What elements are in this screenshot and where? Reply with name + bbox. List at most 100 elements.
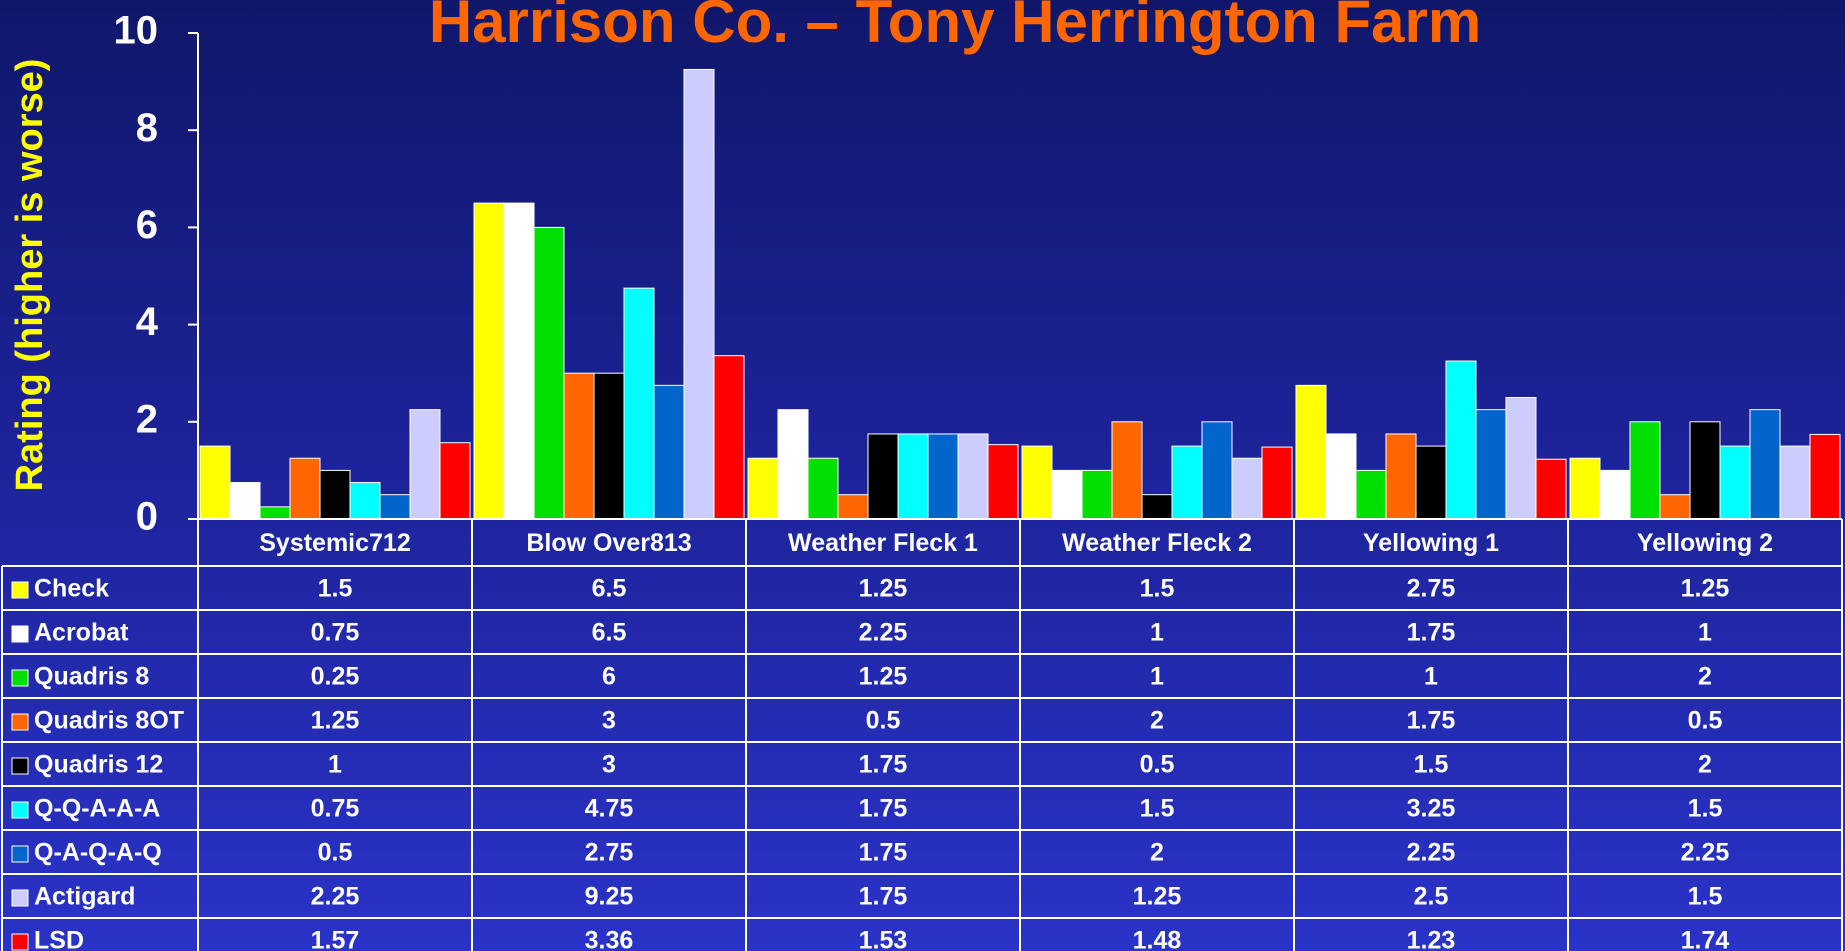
- bar: [987, 444, 1019, 520]
- table-cell: 3.36: [585, 927, 634, 951]
- bar: [777, 409, 809, 520]
- y-tick-label: 2: [136, 397, 158, 441]
- chart-title: Harrison Co. – Tony Herrington Farm: [429, 0, 1481, 55]
- bar: [199, 445, 231, 520]
- bar: [1201, 421, 1233, 520]
- table-cell: 1: [328, 751, 342, 779]
- bar: [1295, 384, 1327, 520]
- bar: [1415, 445, 1447, 520]
- table-cell: 0.5: [866, 707, 901, 735]
- y-tick-label: 10: [114, 9, 159, 53]
- table-cell: 1.75: [859, 795, 908, 823]
- table-cell: 1.75: [859, 883, 908, 911]
- table-cell: 2.25: [859, 619, 908, 647]
- table-cell: 1.75: [1407, 707, 1456, 735]
- legend-label: Check: [34, 575, 109, 603]
- bar: [1385, 433, 1417, 520]
- legend-label: Q-Q-A-A-A: [34, 795, 160, 823]
- bar: [409, 409, 441, 520]
- bar: [1445, 360, 1477, 520]
- bar: [593, 372, 625, 520]
- legend-key: [11, 757, 29, 775]
- legend-label: Quadris 8: [34, 663, 149, 691]
- table-cell: 0.75: [311, 795, 360, 823]
- table-cell: 2: [1150, 707, 1164, 735]
- bar: [1171, 445, 1203, 520]
- legend-label: Quadris 12: [34, 751, 163, 779]
- bar: [1021, 445, 1053, 520]
- bar: [867, 433, 899, 520]
- table-cell: 1.57: [311, 927, 360, 951]
- table-cell: 1.25: [859, 663, 908, 691]
- bar: [533, 226, 565, 520]
- table-cell: 1.74: [1681, 927, 1730, 951]
- table-cell: 2: [1698, 663, 1712, 691]
- table-cell: 1.25: [311, 707, 360, 735]
- table-cell: 1.5: [1140, 575, 1175, 603]
- table-header: Weather Fleck 1: [788, 529, 978, 557]
- bar: [1599, 469, 1631, 520]
- legend-key: [11, 713, 29, 731]
- table-cell: 1.25: [1681, 575, 1730, 603]
- bar: [1325, 433, 1357, 520]
- bar: [1261, 446, 1293, 520]
- table-cell: 1.25: [1133, 883, 1182, 911]
- bar: [379, 494, 411, 520]
- table-cell: 2: [1698, 751, 1712, 779]
- bar: [807, 457, 839, 520]
- bar: [503, 202, 535, 520]
- bar: [683, 68, 715, 520]
- table-cell: 9.25: [585, 883, 634, 911]
- legend-key: [11, 801, 29, 819]
- table-header: Yellowing 2: [1637, 529, 1773, 557]
- table-cell: 2.75: [1407, 575, 1456, 603]
- bar: [1505, 397, 1537, 520]
- table-cell: 1: [1150, 619, 1164, 647]
- y-tick-label: 8: [136, 106, 158, 150]
- y-axis-label: Rating (higher is worse): [9, 59, 51, 492]
- bar: [229, 482, 261, 520]
- bar: [837, 494, 869, 520]
- bar: [1475, 409, 1507, 520]
- bar: [1355, 469, 1387, 520]
- bar: [1535, 458, 1567, 520]
- table-cell: 1.53: [859, 927, 908, 951]
- table-cell: 1.5: [1688, 795, 1723, 823]
- legend-key: [11, 889, 29, 907]
- bar: [927, 433, 959, 520]
- table-cell: 1: [1150, 663, 1164, 691]
- table-cell: 3: [602, 707, 616, 735]
- bar: [1569, 457, 1601, 520]
- bar: [1659, 494, 1691, 520]
- table-cell: 2.5: [1414, 883, 1449, 911]
- table-cell: 2.25: [311, 883, 360, 911]
- table-cell: 1.5: [1688, 883, 1723, 911]
- y-tick-label: 6: [136, 203, 158, 247]
- legend-key: [11, 845, 29, 863]
- table-cell: 3.25: [1407, 795, 1456, 823]
- table-cell: 1.25: [859, 575, 908, 603]
- table-header: Weather Fleck 2: [1062, 529, 1252, 557]
- table-cell: 1: [1424, 663, 1438, 691]
- table-cell: 6.5: [592, 619, 627, 647]
- bar: [1111, 421, 1143, 520]
- table-cell: 1.5: [1414, 751, 1449, 779]
- table-cell: 1.5: [318, 575, 353, 603]
- table-header: Blow Over813: [526, 529, 691, 557]
- table-cell: 3: [602, 751, 616, 779]
- bar: [1809, 433, 1841, 520]
- bar: [349, 482, 381, 520]
- legend-key: [11, 581, 29, 599]
- bar: [1141, 494, 1173, 520]
- bar: [1689, 421, 1721, 520]
- legend-label: LSD: [34, 927, 84, 951]
- table-cell: 1.75: [859, 839, 908, 867]
- bar: [1719, 445, 1751, 520]
- bar: [259, 506, 291, 520]
- bar: [319, 469, 351, 520]
- y-tick-label: 0: [136, 495, 158, 539]
- bar: [623, 287, 655, 520]
- bar: [1749, 409, 1781, 520]
- table-cell: 2: [1150, 839, 1164, 867]
- legend-key: [11, 669, 29, 687]
